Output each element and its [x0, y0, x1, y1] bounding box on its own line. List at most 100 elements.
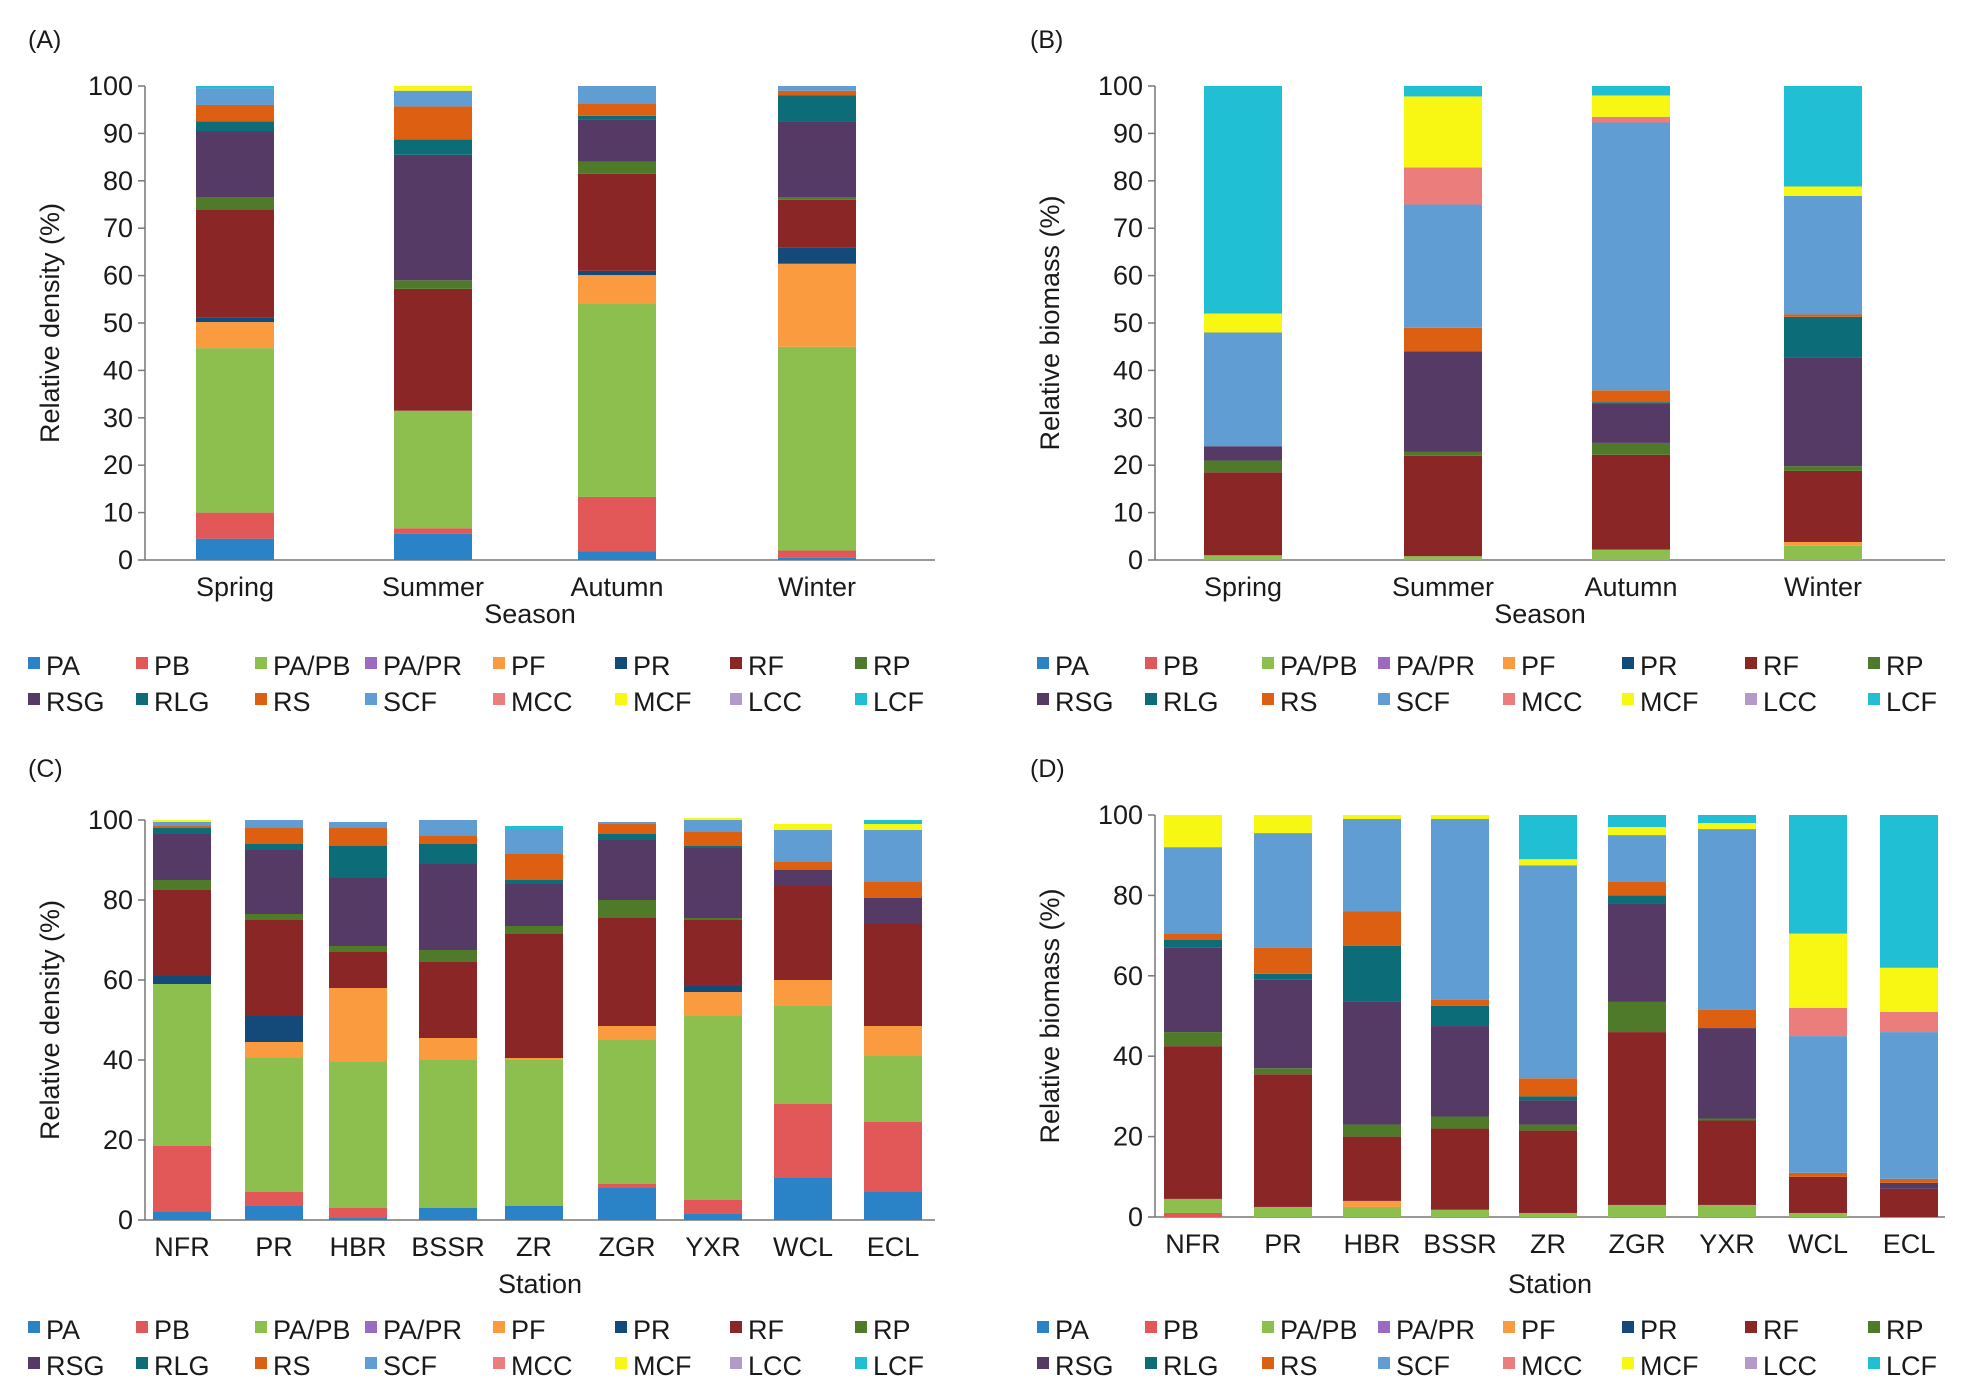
bar-segment-hbr-scf	[329, 822, 387, 828]
bar-segment-pr-rlg	[1254, 973, 1312, 980]
bar-segment-spring-pa-pb	[1204, 555, 1282, 560]
bar-segment-zr-pf	[505, 1058, 563, 1060]
legend-swatch	[28, 657, 40, 669]
legend-item-pf: PF	[493, 1315, 546, 1345]
bar-segment-zgr-pb	[598, 1184, 656, 1188]
bar-segment-summer-mcf	[1404, 96, 1482, 168]
chart-panel-C: (C) 0 20 40 60 80 100 NFR PR HBR BSSR ZR ZGR YXR WCL EC…	[28, 755, 935, 1381]
legend-swatch	[730, 657, 742, 669]
x-tick-label: Autumn	[570, 572, 663, 602]
legend-swatch	[1037, 1357, 1049, 1369]
bar-segment-zgr-rs	[598, 824, 656, 834]
bar-segment-autumn-pa-pb	[1592, 549, 1670, 560]
bar-segment-wcl-pb	[774, 1104, 832, 1178]
x-tick-label: NFR	[154, 1232, 210, 1262]
legend-swatch	[1037, 1321, 1049, 1333]
bar-segment-spring-rsg	[196, 131, 274, 198]
legend-item-mcc: MCC	[493, 1351, 573, 1381]
bar-segment-zr-pa-pb	[505, 1060, 563, 1206]
y-tick-label: 60	[103, 965, 133, 995]
bar-segment-summer-pb	[394, 528, 472, 534]
bar-segment-zgr-scf	[598, 822, 656, 824]
legend-swatch	[255, 693, 267, 705]
legend-swatch	[28, 1357, 40, 1369]
legend-swatch	[1145, 1321, 1157, 1333]
bar-segment-wcl-rsg	[774, 870, 832, 886]
legend-swatch	[493, 1357, 505, 1369]
legend: PA PB PA/PB PA/PR PF PR RF RP RSG RLG RS SCF MCC MCF L…	[1037, 651, 1937, 717]
bar-segment-wcl-rf	[774, 886, 832, 980]
bar-segment-hbr-pf	[1343, 1200, 1401, 1207]
legend-swatch	[855, 1321, 867, 1333]
legend-swatch	[1503, 693, 1515, 705]
bar-segment-autumn-scf	[578, 86, 656, 105]
legend-label: MCC	[1521, 687, 1583, 717]
legend-swatch	[136, 1321, 148, 1333]
legend-label: RP	[873, 1315, 911, 1345]
bar-segment-autumn-rs	[578, 104, 656, 116]
bar-segment-hbr-rf	[1343, 1136, 1401, 1201]
bar-segment-zgr-mcf	[1608, 827, 1666, 836]
bar-segment-winter-mcf	[1784, 186, 1862, 196]
bar-segment-pr-pr	[245, 1016, 303, 1042]
bar-segment-bssr-pa	[419, 1208, 477, 1220]
legend-label: PB	[1163, 651, 1199, 681]
bar-segment-autumn-rp	[1592, 442, 1670, 455]
bar-segment-ecl-rsg	[1880, 1182, 1938, 1189]
legend-swatch	[493, 657, 505, 669]
bar-segment-summer-mcf	[394, 86, 472, 91]
legend-item-rs: RS	[1262, 1351, 1318, 1381]
bar-segment-zgr-rp	[1608, 1001, 1666, 1033]
bar-segment-pr-rf	[245, 920, 303, 1016]
bar-segment-spring-pb	[196, 512, 274, 539]
bar-segment-nfr-pa	[153, 1212, 211, 1220]
bar-segment-pr-rsg	[1254, 979, 1312, 1069]
x-tick-label: WCL	[1788, 1229, 1848, 1259]
bar-segment-yxr-rlg	[684, 846, 742, 848]
legend-item-lcc: LCC	[730, 1351, 802, 1381]
bar-segment-winter-pa	[778, 557, 856, 560]
legend-swatch	[1745, 693, 1757, 705]
bar-segment-ecl-rf	[1880, 1188, 1938, 1217]
legend-item-rs: RS	[255, 1351, 311, 1381]
bar-segment-nfr-rlg	[153, 828, 211, 834]
bar-segment-summer-scf	[394, 90, 472, 107]
y-tick-label: 100	[88, 805, 133, 835]
y-tick-label: 60	[1113, 961, 1143, 991]
y-tick-label: 80	[103, 166, 133, 196]
legend-swatch	[255, 1357, 267, 1369]
legend-item-rsg: RSG	[28, 1351, 105, 1381]
bar-segment-zgr-lcf	[1608, 815, 1666, 828]
legend-label: PF	[511, 1315, 546, 1345]
legend-item-rlg: RLG	[1145, 687, 1219, 717]
bar-segment-zr-rf	[505, 934, 563, 1058]
x-axis-title: Season	[1494, 599, 1586, 629]
legend-item-pa-pb: PA/PB	[255, 1315, 351, 1345]
bar-segment-zr-rs	[505, 854, 563, 880]
legend-label: PR	[633, 1315, 671, 1345]
bar-segment-pr-scf	[245, 820, 303, 828]
bar-segment-pr-scf	[1254, 833, 1312, 948]
bar-segment-nfr-pa-pb	[153, 984, 211, 1146]
legend-label: PR	[1640, 651, 1678, 681]
legend-item-rf: RF	[730, 1315, 784, 1345]
y-tick-label: 30	[1113, 403, 1143, 433]
legend-item-pa-pb: PA/PB	[255, 651, 351, 681]
legend-swatch	[255, 657, 267, 669]
bar-segment-hbr-rsg	[1343, 1001, 1401, 1125]
bar-segment-bssr-pa-pb	[419, 1060, 477, 1208]
y-tick-label: 50	[103, 308, 133, 338]
legend-swatch	[1868, 657, 1880, 669]
bar-segment-spring-rp	[196, 197, 274, 210]
bar-segment-spring-rlg	[196, 121, 274, 132]
chart-panel-D: (D) 0 20 40 60 80 100 NFR PR HBR BSSR ZR ZGR YXR WCL EC…	[1030, 755, 1945, 1381]
legend-swatch	[493, 1321, 505, 1333]
bar-segment-wcl-mcc	[1789, 1007, 1847, 1037]
bar-segment-nfr-scf	[1164, 847, 1222, 934]
legend-swatch	[1868, 1321, 1880, 1333]
y-tick-label: 10	[1113, 498, 1143, 528]
bar-segment-hbr-scf	[1343, 819, 1401, 912]
legend-item-rlg: RLG	[136, 687, 210, 717]
bar-segment-autumn-lcf	[1592, 86, 1670, 96]
bar-segment-wcl-rf	[1789, 1176, 1847, 1213]
